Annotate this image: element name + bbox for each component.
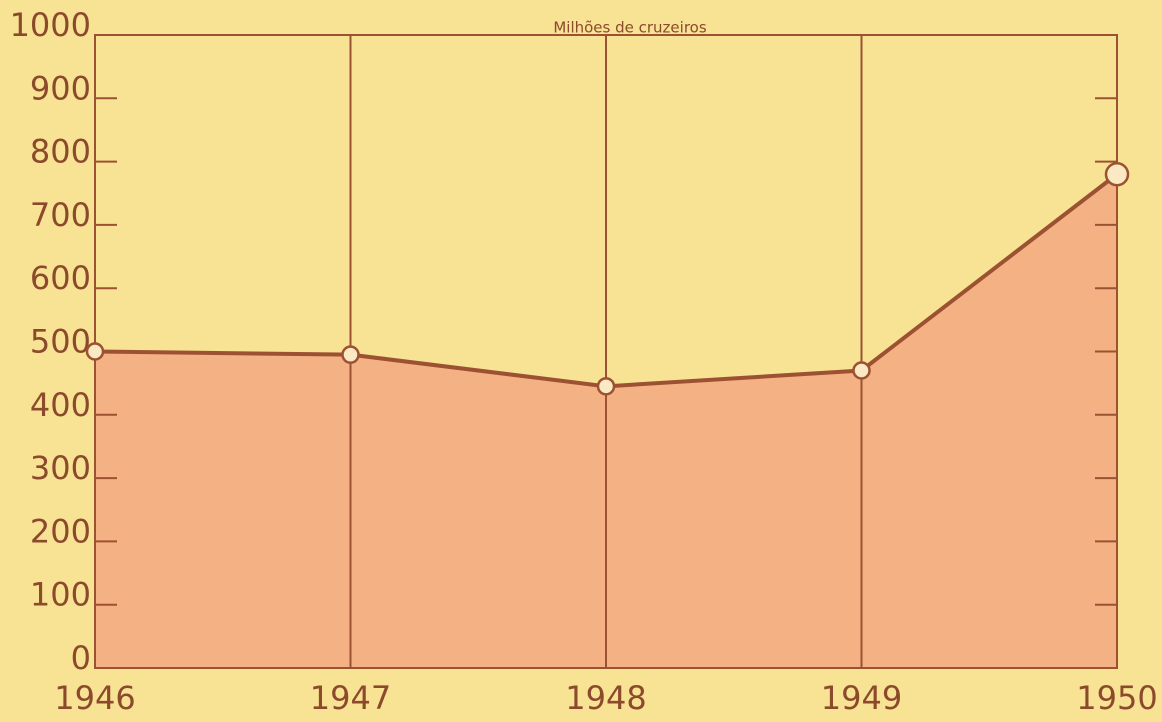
x-tick-label: 1947	[310, 679, 391, 717]
point-marker	[1104, 162, 1130, 187]
y-tick-label: 900	[30, 69, 91, 107]
y-tick-label: 400	[30, 386, 91, 424]
y-tick-label: 200	[30, 512, 91, 550]
y-tick-label: 800	[30, 133, 91, 171]
chart-title: Milhões de cruzeiros	[553, 19, 706, 37]
y-tick-label: 300	[30, 449, 91, 487]
y-tick-label: 1000	[10, 6, 91, 44]
x-tick-label: 1948	[565, 679, 646, 717]
point-marker	[852, 361, 871, 380]
x-tick-label: 1949	[821, 679, 902, 717]
y-tick-label: 600	[30, 259, 91, 297]
point-marker	[341, 345, 360, 364]
y-tick-label: 100	[30, 576, 91, 614]
y-tick-label: 0	[71, 639, 91, 677]
point-marker	[596, 377, 616, 396]
x-tick-label: 1946	[54, 679, 135, 717]
x-tick-label: 1950	[1076, 679, 1157, 717]
point-marker	[85, 342, 105, 361]
y-tick-label: 500	[30, 323, 91, 361]
y-tick-label: 700	[30, 196, 91, 234]
